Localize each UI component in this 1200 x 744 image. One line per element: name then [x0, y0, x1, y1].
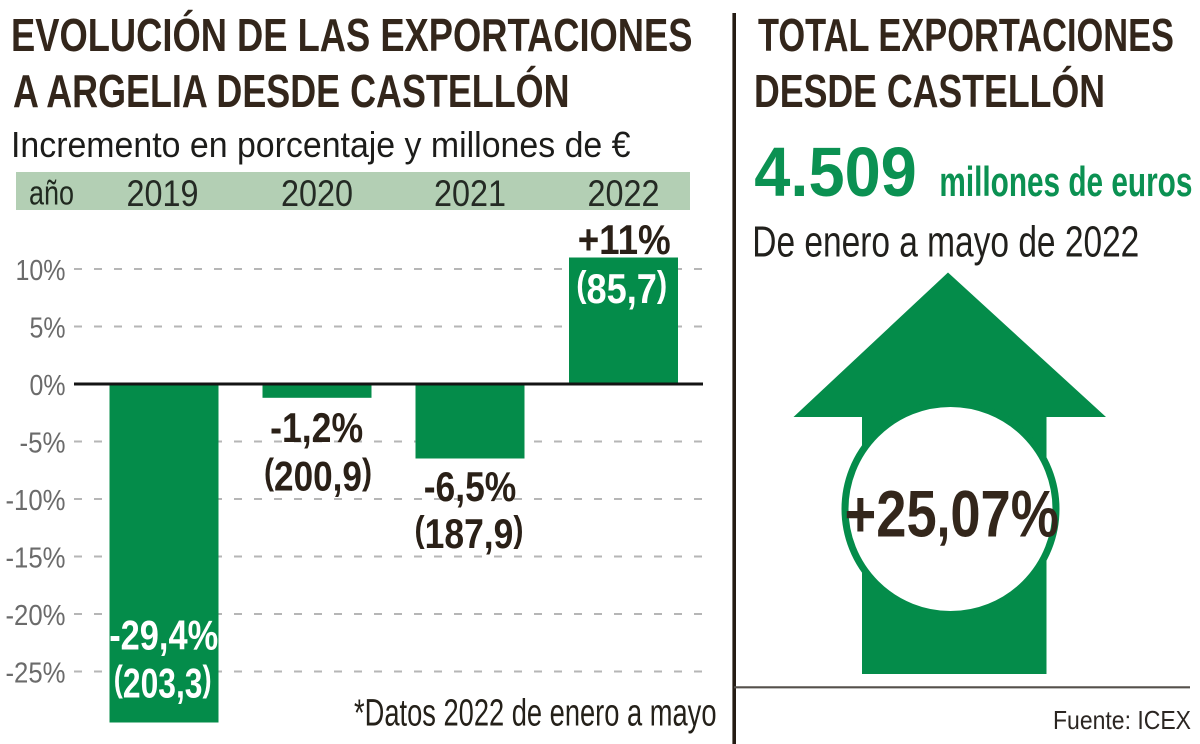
svg-text:-15%: -15%: [6, 543, 66, 575]
svg-text:año: año: [29, 175, 74, 213]
svg-text:2020: 2020: [281, 173, 353, 214]
svg-text:5%: 5%: [30, 313, 66, 345]
svg-text:2019: 2019: [127, 173, 199, 214]
svg-text:-20%: -20%: [6, 600, 66, 632]
svg-text:-10%: -10%: [6, 485, 66, 517]
svg-text:+11%: +11%: [578, 216, 671, 263]
svg-text:-6,5%: -6,5%: [424, 463, 517, 510]
svg-text:Fuente: ICEX: Fuente: ICEX: [1053, 705, 1191, 735]
svg-text:-25%: -25%: [6, 658, 66, 690]
svg-text:10%: 10%: [16, 255, 66, 287]
svg-text:4.509: 4.509: [754, 133, 917, 211]
svg-text:EVOLUCIÓN DE LAS EXPORTACIONES: EVOLUCIÓN DE LAS EXPORTACIONES: [11, 9, 693, 61]
svg-text:millones de euros: millones de euros: [939, 158, 1192, 205]
svg-text:De enero a mayo de 2022: De enero a mayo de 2022: [752, 218, 1139, 267]
svg-text:0%: 0%: [30, 370, 66, 402]
svg-text:-29,4%: -29,4%: [109, 612, 218, 659]
svg-text:TOTAL EXPORTACIONES: TOTAL EXPORTACIONES: [758, 9, 1174, 61]
svg-text:*Datos 2022 de enero a mayo: *Datos 2022 de enero a mayo: [354, 693, 717, 735]
svg-text:(85,7): (85,7): [576, 263, 667, 312]
svg-text:2022: 2022: [588, 173, 660, 214]
svg-text:DESDE CASTELLÓN: DESDE CASTELLÓN: [754, 65, 1105, 117]
svg-text:Incremento en porcentaje y mil: Incremento en porcentaje y millones de €: [11, 124, 631, 165]
svg-text:A ARGELIA DESDE CASTELLÓN: A ARGELIA DESDE CASTELLÓN: [13, 65, 570, 117]
svg-text:-5%: -5%: [20, 428, 66, 460]
svg-text:+25,07%: +25,07%: [845, 477, 1060, 551]
svg-text:(203,3): (203,3): [114, 658, 212, 707]
svg-text:2021: 2021: [434, 173, 506, 214]
svg-text:-1,2%: -1,2%: [270, 404, 363, 451]
svg-text:(200,9): (200,9): [264, 451, 372, 500]
svg-text:(187,9): (187,9): [415, 508, 524, 557]
